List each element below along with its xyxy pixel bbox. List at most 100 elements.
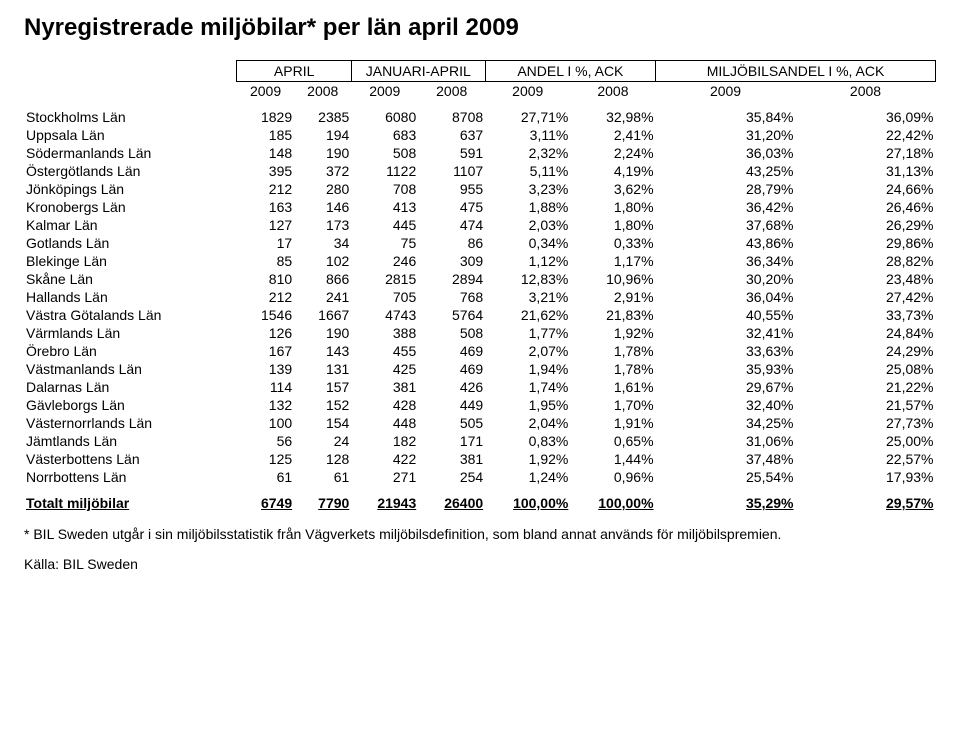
cell: 309 xyxy=(418,252,485,270)
cell: 27,42% xyxy=(795,288,935,306)
cell: 33,63% xyxy=(656,342,796,360)
cell: 1667 xyxy=(294,306,351,324)
cell: 35,84% xyxy=(656,108,796,126)
cell: 413 xyxy=(351,198,418,216)
cell: 428 xyxy=(351,396,418,414)
cell: 25,08% xyxy=(795,360,935,378)
cell: 505 xyxy=(418,414,485,432)
cell: 2,32% xyxy=(485,144,570,162)
cell: 22,42% xyxy=(795,126,935,144)
cell: 1,61% xyxy=(570,378,655,396)
cell: 0,65% xyxy=(570,432,655,450)
cell: 1,80% xyxy=(570,216,655,234)
cell: 1,92% xyxy=(485,450,570,468)
cell: 2894 xyxy=(418,270,485,288)
cell: 22,57% xyxy=(795,450,935,468)
year-col: 2008 xyxy=(294,82,351,101)
cell: 35,93% xyxy=(656,360,796,378)
cell: 37,48% xyxy=(656,450,796,468)
cell: 1,77% xyxy=(485,324,570,342)
total-row: Totalt miljöbilar 6749 7790 21943 26400 … xyxy=(24,494,936,512)
cell: 474 xyxy=(418,216,485,234)
row-label: Västerbottens Län xyxy=(24,450,237,468)
cell: 866 xyxy=(294,270,351,288)
cell: 32,40% xyxy=(656,396,796,414)
cell: 1,24% xyxy=(485,468,570,486)
table-row: Östergötlands Län395372112211075,11%4,19… xyxy=(24,162,936,180)
row-label: Stockholms Län xyxy=(24,108,237,126)
row-label: Gotlands Län xyxy=(24,234,237,252)
header-empty xyxy=(24,61,237,82)
cell: 475 xyxy=(418,198,485,216)
row-label: Hallands Län xyxy=(24,288,237,306)
row-label: Blekinge Län xyxy=(24,252,237,270)
cell: 469 xyxy=(418,360,485,378)
cell: 25,00% xyxy=(795,432,935,450)
cell: 3,21% xyxy=(485,288,570,306)
cell: 455 xyxy=(351,342,418,360)
row-label: Norrbottens Län xyxy=(24,468,237,486)
cell: 17,93% xyxy=(795,468,935,486)
cell: 27,73% xyxy=(795,414,935,432)
cell: 448 xyxy=(351,414,418,432)
cell: 27,71% xyxy=(485,108,570,126)
cell: 125 xyxy=(237,450,294,468)
header-jan-april: JANUARI-APRIL xyxy=(351,61,485,82)
cell: 1107 xyxy=(418,162,485,180)
cell: 21,83% xyxy=(570,306,655,324)
table-row: Skåne Län8108662815289412,83%10,96%30,20… xyxy=(24,270,936,288)
cell: 1,92% xyxy=(570,324,655,342)
cell: 28,82% xyxy=(795,252,935,270)
table-row: Kronobergs Län1631464134751,88%1,80%36,4… xyxy=(24,198,936,216)
cell: 3,11% xyxy=(485,126,570,144)
cell: 6080 xyxy=(351,108,418,126)
cell: 36,03% xyxy=(656,144,796,162)
cell: 34,25% xyxy=(656,414,796,432)
table-row: Södermanlands Län1481905085912,32%2,24%3… xyxy=(24,144,936,162)
total-cell: 35,29% xyxy=(656,494,796,512)
cell: 683 xyxy=(351,126,418,144)
cell: 1,80% xyxy=(570,198,655,216)
cell: 32,98% xyxy=(570,108,655,126)
row-label: Jämtlands Län xyxy=(24,432,237,450)
footnote: * BIL Sweden utgår i sin miljöbilsstatis… xyxy=(24,526,936,542)
cell: 131 xyxy=(294,360,351,378)
cell: 8708 xyxy=(418,108,485,126)
cell: 246 xyxy=(351,252,418,270)
cell: 61 xyxy=(237,468,294,486)
cell: 56 xyxy=(237,432,294,450)
row-label: Värmlands Län xyxy=(24,324,237,342)
cell: 2,91% xyxy=(570,288,655,306)
cell: 102 xyxy=(294,252,351,270)
cell: 5764 xyxy=(418,306,485,324)
cell: 163 xyxy=(237,198,294,216)
table-row: Västmanlands Län1391314254691,94%1,78%35… xyxy=(24,360,936,378)
cell: 508 xyxy=(418,324,485,342)
table-row: Värmlands Län1261903885081,77%1,92%32,41… xyxy=(24,324,936,342)
cell: 2,24% xyxy=(570,144,655,162)
cell: 31,20% xyxy=(656,126,796,144)
cell: 21,62% xyxy=(485,306,570,324)
cell: 1,95% xyxy=(485,396,570,414)
cell: 114 xyxy=(237,378,294,396)
cell: 1546 xyxy=(237,306,294,324)
cell: 1,74% xyxy=(485,378,570,396)
cell: 36,34% xyxy=(656,252,796,270)
cell: 381 xyxy=(418,450,485,468)
cell: 32,41% xyxy=(656,324,796,342)
cell: 4743 xyxy=(351,306,418,324)
year-col: 2008 xyxy=(418,82,485,101)
cell: 85 xyxy=(237,252,294,270)
cell: 4,19% xyxy=(570,162,655,180)
cell: 24,84% xyxy=(795,324,935,342)
cell: 1122 xyxy=(351,162,418,180)
row-label: Dalarnas Län xyxy=(24,378,237,396)
total-cell: 29,57% xyxy=(795,494,935,512)
cell: 0,83% xyxy=(485,432,570,450)
cell: 0,33% xyxy=(570,234,655,252)
cell: 388 xyxy=(351,324,418,342)
year-col: 2009 xyxy=(485,82,570,101)
cell: 173 xyxy=(294,216,351,234)
cell: 43,86% xyxy=(656,234,796,252)
cell: 28,79% xyxy=(656,180,796,198)
